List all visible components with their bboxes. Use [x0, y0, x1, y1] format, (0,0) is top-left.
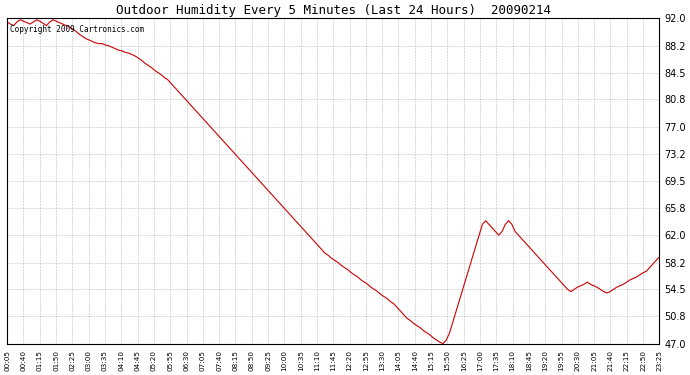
Text: Copyright 2009 Cartronics.com: Copyright 2009 Cartronics.com: [10, 25, 144, 34]
Title: Outdoor Humidity Every 5 Minutes (Last 24 Hours)  20090214: Outdoor Humidity Every 5 Minutes (Last 2…: [116, 4, 551, 17]
